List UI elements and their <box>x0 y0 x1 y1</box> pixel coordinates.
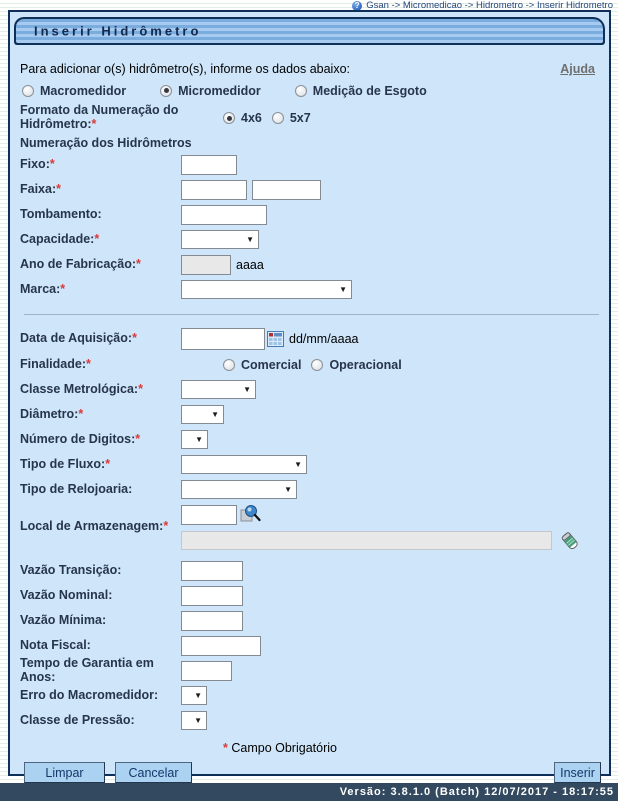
title-bar: Inserir Hidrômetro <box>14 17 605 45</box>
title-bar-stripes <box>16 19 603 43</box>
ano-fabricacao-label: Ano de Fabricação:* <box>20 256 141 271</box>
eraser-icon[interactable] <box>560 530 580 552</box>
classe-pressao-label: Classe de Pressão: <box>20 712 135 727</box>
version-bar: Versão: 3.8.1.0 (Batch) 12/07/2017 - 18:… <box>0 783 618 801</box>
version-text: Versão: 3.8.1.0 (Batch) 12/07/2017 - 18:… <box>339 786 614 798</box>
numero-digitos-label: Número de Digitos:* <box>20 431 141 446</box>
meter-type-medicao-esgoto: Medição de Esgoto <box>294 83 427 98</box>
comercial-radio[interactable] <box>223 358 235 371</box>
faixa-label: Faixa:* <box>20 181 62 196</box>
meter-type-micromedidor: Micromedidor <box>160 84 261 98</box>
page-title: Inserir Hidrômetro <box>34 23 202 39</box>
medicao-esgoto-label: Medição de Esgoto <box>312 83 427 98</box>
vazao-transicao-label: Vazão Transição: <box>20 562 122 577</box>
formato-label: Formato da Numeração do Hidrômetro:* <box>20 103 179 131</box>
operacional-label: Operacional <box>329 357 402 372</box>
erro-macromedidor-label: Erro do Macromedidor: <box>20 687 159 702</box>
tempo-garantia-label: Tempo de Garantia em Anos: <box>20 655 154 684</box>
nota-fiscal-label: Nota Fiscal: <box>20 637 91 652</box>
diametro-select[interactable]: ▼ <box>181 405 224 424</box>
ano-fabricacao-input[interactable] <box>181 254 231 275</box>
diametro-label: Diâmetro:* <box>20 406 84 421</box>
chevron-down-icon: ▼ <box>195 435 203 444</box>
chevron-down-icon: ▼ <box>246 235 254 244</box>
chevron-down-icon: ▼ <box>211 410 219 419</box>
local-armazenagem-description <box>181 531 552 550</box>
chevron-down-icon: ▼ <box>294 460 302 469</box>
help-icon[interactable]: ? <box>352 0 363 11</box>
search-icon[interactable] <box>239 504 261 525</box>
chevron-down-icon: ▼ <box>194 691 202 700</box>
nota-fiscal-input[interactable] <box>181 635 261 656</box>
data-aquisicao-label: Data de Aquisição:* <box>20 330 137 345</box>
meter-type-macromedidor: Macromedidor <box>22 84 126 98</box>
chevron-down-icon: ▼ <box>194 716 202 725</box>
formato-5x7: 5x7 <box>271 111 311 125</box>
formato-4x6: 4x6 <box>223 111 262 125</box>
chevron-down-icon: ▼ <box>243 385 251 394</box>
faixa-input-2[interactable] <box>252 179 321 200</box>
formato-5x7-label: 5x7 <box>289 111 311 125</box>
inserir-button[interactable]: Inserir <box>554 762 601 783</box>
data-aquisicao-hint: dd/mm/aaaa <box>289 331 359 346</box>
local-armazenagem-code-input[interactable] <box>181 504 237 525</box>
ajuda-link[interactable]: Ajuda <box>560 62 595 76</box>
ano-fabricacao-hint: aaaa <box>236 257 264 272</box>
operacional-radio[interactable] <box>311 358 324 371</box>
capacidade-select[interactable]: ▼ <box>181 230 259 249</box>
formato-4x6-label: 4x6 <box>241 111 262 125</box>
chevron-down-icon: ▼ <box>339 285 347 294</box>
form-panel: Inserir Hidrômetro Para adicionar o(s) h… <box>8 10 611 783</box>
tipo-relojoaria-label: Tipo de Relojoaria: <box>20 481 133 496</box>
classe-metrologica-select[interactable]: ▼ <box>181 380 256 399</box>
tombamento-input[interactable] <box>181 204 267 225</box>
vazao-nominal-label: Vazão Nominal: <box>20 587 113 602</box>
tombamento-label: Tombamento: <box>20 206 102 221</box>
numeracao-header: Numeração dos Hidrômetros <box>20 136 192 150</box>
marca-label: Marca:* <box>20 281 66 296</box>
numero-digitos-select[interactable]: ▼ <box>181 430 208 449</box>
medicao-esgoto-radio[interactable] <box>294 84 307 97</box>
section-divider <box>24 314 599 315</box>
intro-text: Para adicionar o(s) hidrômetro(s), infor… <box>20 62 351 76</box>
vazao-minima-input[interactable] <box>181 610 243 631</box>
classe-metrologica-label: Classe Metrológica:* <box>20 381 143 396</box>
faixa-input-1[interactable] <box>181 179 247 200</box>
calendar-icon[interactable] <box>267 330 284 347</box>
micromedidor-radio[interactable] <box>160 84 173 97</box>
vazao-minima-label: Vazão Mínima: <box>20 612 107 627</box>
micromedidor-label: Micromedidor <box>178 83 261 98</box>
tipo-fluxo-select[interactable]: ▼ <box>181 455 307 474</box>
finalidade-label: Finalidade:* <box>20 356 91 371</box>
fixo-label: Fixo:* <box>20 156 55 171</box>
formato-4x6-radio[interactable] <box>223 112 235 124</box>
classe-pressao-select[interactable]: ▼ <box>181 711 207 730</box>
vazao-nominal-input[interactable] <box>181 585 243 606</box>
breadcrumb-text: Gsan -> Micromedicao -> Hidrometro -> In… <box>366 0 613 11</box>
erro-macromedidor-select[interactable]: ▼ <box>181 686 207 705</box>
local-armazenagem-label: Local de Armazenagem:* <box>20 519 169 534</box>
vazao-transicao-input[interactable] <box>181 560 243 581</box>
breadcrumb: ? Gsan -> Micromedicao -> Hidrometro -> … <box>0 0 613 11</box>
finalidade-operacional: Operacional <box>311 357 402 372</box>
macromedidor-radio[interactable] <box>22 84 34 97</box>
fixo-input[interactable] <box>181 154 237 175</box>
chevron-down-icon: ▼ <box>284 485 292 494</box>
limpar-button[interactable]: Limpar <box>24 762 105 783</box>
tempo-garantia-input[interactable] <box>181 660 232 681</box>
comercial-label: Comercial <box>241 357 302 372</box>
required-note: * Campo Obrigatório <box>223 741 337 755</box>
tipo-relojoaria-select[interactable]: ▼ <box>181 480 297 499</box>
finalidade-comercial: Comercial <box>223 358 301 372</box>
formato-5x7-radio[interactable] <box>271 112 284 124</box>
capacidade-label: Capacidade:* <box>20 231 100 246</box>
marca-select[interactable]: ▼ <box>181 280 352 299</box>
cancelar-button[interactable]: Cancelar <box>115 762 192 783</box>
macromedidor-label: Macromedidor <box>40 83 127 98</box>
data-aquisicao-input[interactable] <box>181 327 265 350</box>
tipo-fluxo-label: Tipo de Fluxo:* <box>20 456 111 471</box>
